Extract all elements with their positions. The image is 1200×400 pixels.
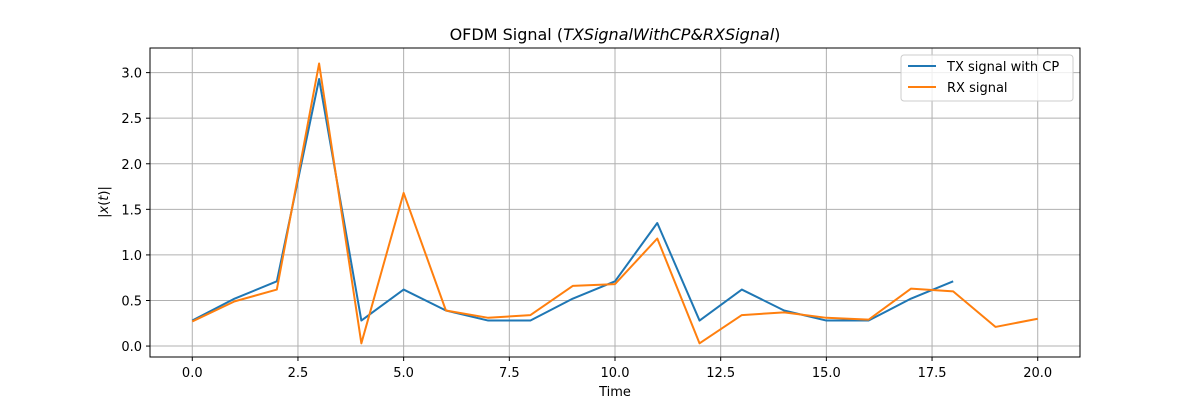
x-axis-label: Time	[598, 385, 631, 400]
chart-title: OFDM Signal (TXSignalWithCP&RXSignal)	[450, 25, 781, 44]
x-tick-label: 17.5	[918, 366, 947, 381]
y-tick-label: 0.0	[121, 340, 142, 355]
series-lines	[191, 62, 1038, 345]
series-line-0	[191, 77, 954, 322]
x-tick-label: 7.5	[499, 366, 520, 381]
x-tick-label: 2.5	[288, 366, 309, 381]
legend-box	[900, 54, 1074, 102]
x-tick-label: 15.0	[812, 366, 841, 381]
y-tick-label: 2.5	[121, 112, 142, 127]
legend-label-rx: RX signal	[947, 81, 1008, 96]
legend: TX signal with CP RX signal	[900, 54, 1074, 102]
y-tick-label: 1.5	[121, 203, 142, 218]
x-tick-label: 10.0	[601, 366, 630, 381]
y-tick-label: 1.0	[121, 249, 142, 264]
legend-label-tx: TX signal with CP	[946, 60, 1059, 75]
grid	[150, 48, 1080, 357]
x-tick-label: 5.0	[393, 366, 414, 381]
y-axis-label: |x(t)|	[97, 186, 112, 218]
x-tick-label: 20.0	[1023, 366, 1052, 381]
y-tick-label: 2.0	[121, 158, 142, 173]
y-tick-label: 0.5	[121, 294, 142, 309]
x-tick-label: 0.0	[182, 366, 203, 381]
x-ticks: 0.0 2.5 5.0 7.5 10.0 12.5 15.0 17.5 20.0	[182, 357, 1052, 381]
y-ticks: 0.0 0.5 1.0 1.5 2.0 2.5 3.0	[121, 67, 150, 355]
x-tick-label: 12.5	[706, 366, 735, 381]
y-tick-label: 3.0	[121, 67, 142, 82]
